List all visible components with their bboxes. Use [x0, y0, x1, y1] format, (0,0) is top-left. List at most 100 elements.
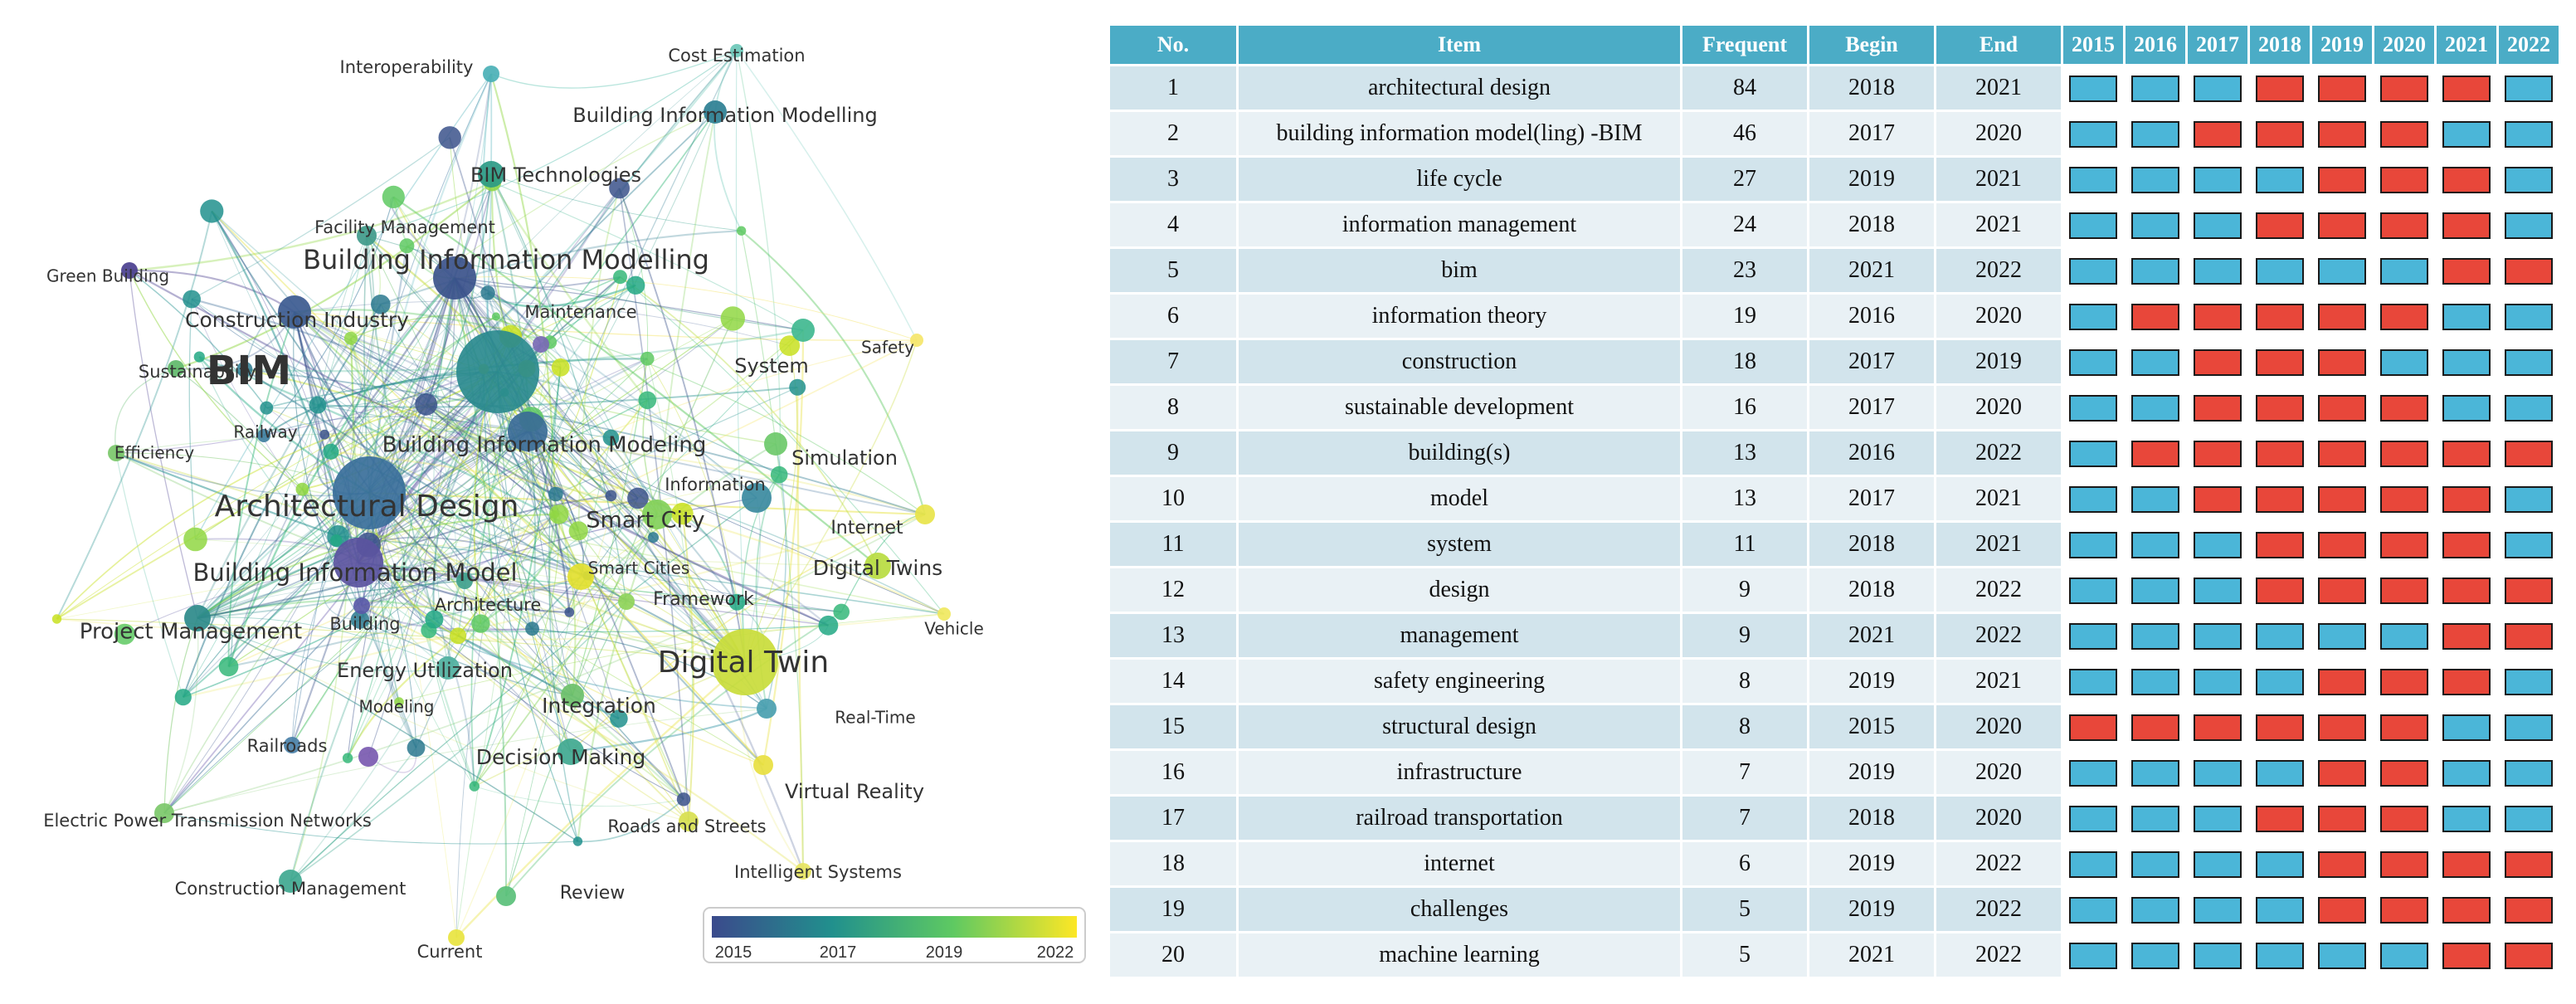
network-edge: [368, 277, 455, 758]
cell-frequent: 13: [1682, 431, 1807, 475]
network-edge: [347, 277, 455, 758]
year-cell: [2437, 477, 2496, 520]
burst-active-bar: [2318, 714, 2366, 741]
year-cell: [2188, 705, 2247, 748]
burst-inactive-bar: [2318, 257, 2366, 285]
cell-item: building(s): [1239, 431, 1680, 475]
cell-no: 11: [1110, 523, 1236, 566]
network-edge: [361, 576, 582, 609]
network-node-label: Building Information Modelling: [303, 244, 709, 275]
network-node-label: Architectural Design: [215, 490, 519, 524]
burst-active-bar: [2256, 120, 2304, 148]
network-node-minor: [407, 738, 426, 758]
network-edge: [483, 368, 578, 842]
network-node-minor: [572, 836, 583, 846]
network-node-label: Building Information Modelling: [572, 104, 877, 127]
network-edge: [637, 329, 804, 499]
year-cell: [2063, 431, 2123, 475]
header-year: 2018: [2250, 26, 2310, 64]
burst-inactive-bar: [2256, 896, 2304, 924]
table-row: 17 railroad transportation 7 2018 2020: [1110, 797, 2559, 840]
burst-active-bar: [2194, 348, 2242, 376]
network-edge: [56, 403, 426, 620]
year-cell: [2063, 888, 2123, 931]
network-edge: [366, 235, 436, 620]
network-edge: [368, 544, 572, 753]
network-edge: [426, 403, 557, 495]
network-nodes: [51, 44, 951, 946]
network-node: [558, 738, 584, 765]
burst-inactive-bar: [2131, 577, 2179, 604]
year-cell: [2126, 660, 2185, 703]
burst-inactive-bar: [2069, 348, 2117, 376]
burst-inactive-bar: [2194, 75, 2242, 102]
burst-active-bar: [2318, 75, 2366, 102]
burst-active-bar: [2442, 166, 2491, 193]
network-edge: [263, 416, 528, 436]
network-node: [284, 737, 300, 753]
year-cell: [2374, 112, 2434, 155]
year-cell: [2250, 431, 2310, 475]
network-node-minor: [114, 623, 135, 645]
year-cell: [2437, 203, 2496, 246]
table-row: 12 design 9 2018 2022: [1110, 568, 2559, 612]
network-node-minor: [450, 627, 467, 645]
table-row: 10 model 13 2017 2021: [1110, 477, 2559, 520]
cell-no: 3: [1110, 158, 1236, 201]
cell-no: 17: [1110, 797, 1236, 840]
burst-inactive-bar: [2131, 120, 2179, 148]
year-cell: [2126, 568, 2185, 612]
burst-active-bar: [2194, 120, 2242, 148]
burst-inactive-bar: [2194, 942, 2242, 969]
year-cell: [2312, 888, 2372, 931]
cell-no: 8: [1110, 386, 1236, 429]
network-node: [753, 755, 773, 775]
network-edge: [350, 337, 777, 445]
table-row: 20 machine learning 5 2021 2022: [1110, 933, 2559, 977]
cell-item: information management: [1239, 203, 1680, 246]
burst-active-bar: [2318, 440, 2366, 467]
network-edge: [129, 270, 267, 409]
network-edge: [426, 403, 658, 515]
network-node-minor: [640, 351, 655, 366]
network-edge: [489, 173, 536, 629]
network-edge: [361, 497, 757, 607]
legend-gradient-bar: [712, 916, 1077, 938]
year-cell: [2374, 295, 2434, 338]
cell-no: 5: [1110, 249, 1236, 292]
network-node-label: Building Information Modeling: [382, 433, 707, 458]
burst-active-bar: [2442, 440, 2491, 467]
burst-inactive-bar: [2069, 485, 2117, 513]
network-edge: [368, 492, 588, 577]
network-edge: [368, 492, 417, 748]
year-cell: [2437, 797, 2496, 840]
cell-frequent: 7: [1682, 751, 1807, 794]
year-cell: [2250, 614, 2310, 657]
network-edge: [294, 311, 767, 709]
burst-active-bar: [2194, 303, 2242, 330]
burst-active-bar: [2380, 394, 2428, 422]
network-node-minor: [480, 285, 495, 300]
year-cell: [2250, 158, 2310, 201]
year-cell: [2188, 340, 2247, 383]
year-cell: [2250, 568, 2310, 612]
network-edge: [198, 355, 579, 532]
cell-end: 2022: [1936, 568, 2061, 612]
year-cell: [2063, 158, 2123, 201]
legend-tick-2022: 2022: [1037, 943, 1074, 962]
year-cell: [2437, 705, 2496, 748]
network-node: [483, 66, 499, 82]
table-row: 14 safety engineering 8 2019 2021: [1110, 660, 2559, 703]
year-cell: [2188, 112, 2247, 155]
year-cell: [2374, 203, 2434, 246]
network-edge: [197, 580, 465, 619]
network-edge: [197, 617, 578, 842]
network-edge: [197, 575, 465, 619]
year-cell: [2437, 249, 2496, 292]
network-edge: [455, 358, 648, 938]
network-edge: [474, 514, 658, 787]
network-node-label: Current: [417, 942, 483, 962]
burst-active-bar: [2380, 850, 2428, 878]
network-edge: [188, 299, 197, 540]
network-edge: [358, 562, 684, 800]
